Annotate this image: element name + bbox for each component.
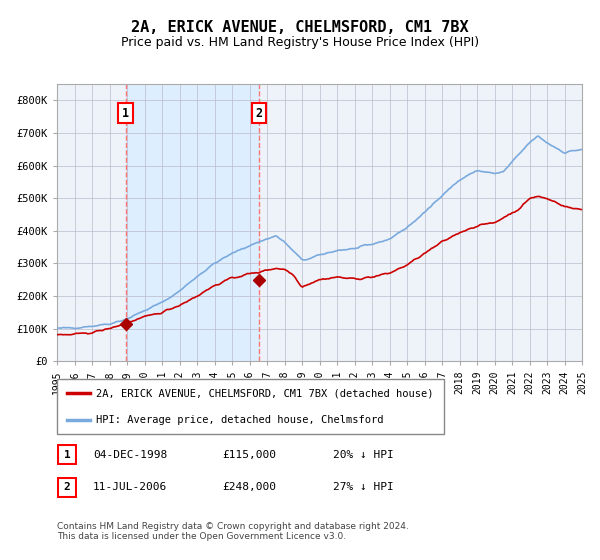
- Text: Price paid vs. HM Land Registry's House Price Index (HPI): Price paid vs. HM Land Registry's House …: [121, 36, 479, 49]
- Text: 11-JUL-2006: 11-JUL-2006: [93, 482, 167, 492]
- Text: Contains HM Land Registry data © Crown copyright and database right 2024.
This d: Contains HM Land Registry data © Crown c…: [57, 522, 409, 542]
- Text: £115,000: £115,000: [222, 450, 276, 460]
- Bar: [125, 84, 259, 361]
- FancyBboxPatch shape: [57, 379, 444, 434]
- Text: 2: 2: [64, 482, 70, 492]
- Text: 2: 2: [256, 107, 263, 120]
- FancyBboxPatch shape: [58, 445, 76, 464]
- Text: 20% ↓ HPI: 20% ↓ HPI: [333, 450, 394, 460]
- Text: 2A, ERICK AVENUE, CHELMSFORD, CM1 7BX: 2A, ERICK AVENUE, CHELMSFORD, CM1 7BX: [131, 20, 469, 35]
- Text: HPI: Average price, detached house, Chelmsford: HPI: Average price, detached house, Chel…: [96, 415, 383, 424]
- Text: 27% ↓ HPI: 27% ↓ HPI: [333, 482, 394, 492]
- Text: 04-DEC-1998: 04-DEC-1998: [93, 450, 167, 460]
- Text: 1: 1: [64, 450, 70, 460]
- Text: 2A, ERICK AVENUE, CHELMSFORD, CM1 7BX (detached house): 2A, ERICK AVENUE, CHELMSFORD, CM1 7BX (d…: [96, 389, 433, 398]
- Text: 1: 1: [122, 107, 129, 120]
- Text: £248,000: £248,000: [222, 482, 276, 492]
- FancyBboxPatch shape: [58, 478, 76, 497]
